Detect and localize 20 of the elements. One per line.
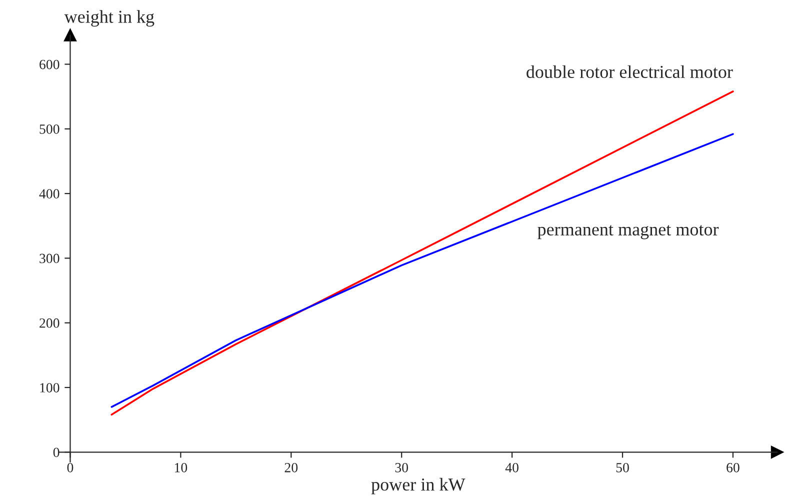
y-tick-label: 100 [40, 383, 60, 392]
x-tick-label: 60 [726, 462, 740, 472]
y-tick-label: 400 [39, 189, 60, 198]
x-tick-label: 20 [284, 462, 298, 472]
y-axis-title: weight in kg [64, 10, 154, 27]
x-tick-label: 10 [174, 462, 188, 472]
x-tick-label: 0 [67, 462, 74, 472]
x-tick-label: 50 [616, 462, 629, 472]
y-tick-label: 500 [40, 124, 60, 134]
x-tick-label: 40 [505, 462, 518, 472]
line-series [110, 133, 734, 408]
y-tick-label: 0 [53, 448, 60, 458]
x-tick-label: 30 [395, 462, 408, 472]
x-axis-title: power in kW [371, 478, 466, 494]
line-series [110, 90, 734, 416]
y-tick-label: 600 [40, 60, 60, 70]
y-tick-label: 200 [40, 318, 60, 328]
series-label: double rotor electrical motor [526, 65, 733, 78]
y-tick-label: 300 [40, 254, 60, 264]
series-label: permanent magnet motor [538, 225, 719, 240]
